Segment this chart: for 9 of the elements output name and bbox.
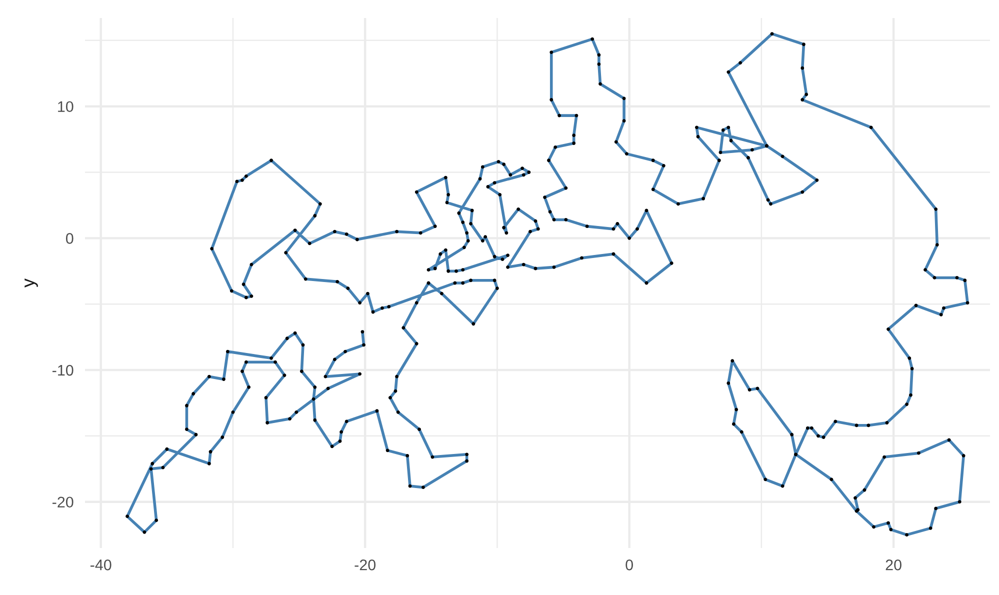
y-tick-label: 0 <box>66 233 74 244</box>
x-tick-label: -20 <box>354 560 376 570</box>
y-axis-title: y <box>24 278 38 288</box>
x-tick-label: 0 <box>626 560 633 570</box>
x-tick-label: -40 <box>90 560 112 570</box>
y-tick-label: -10 <box>52 364 74 376</box>
y-tick-label: -20 <box>52 496 74 508</box>
y-tick-label: 10 <box>58 101 74 112</box>
x-tick-label: 20 <box>886 560 902 570</box>
